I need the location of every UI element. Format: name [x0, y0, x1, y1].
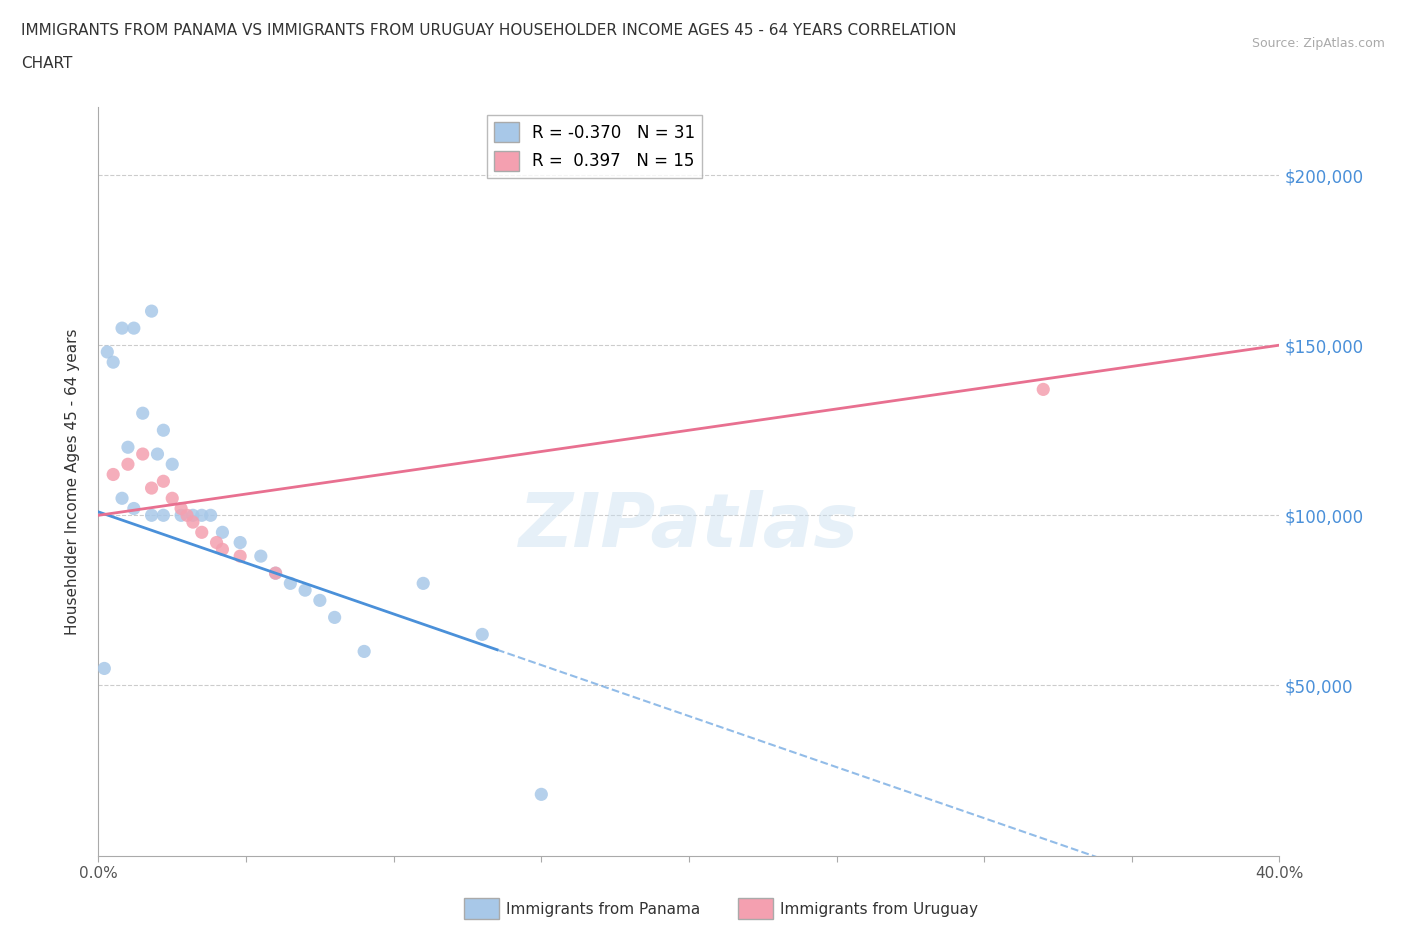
Point	[191, 508, 214, 523]
Point	[229, 549, 252, 564]
Point	[111, 321, 134, 336]
Point	[162, 491, 183, 506]
Point	[117, 457, 139, 472]
Point	[323, 610, 346, 625]
Point	[309, 593, 332, 608]
Point	[152, 474, 174, 489]
Point	[205, 535, 228, 550]
Text: IMMIGRANTS FROM PANAMA VS IMMIGRANTS FROM URUGUAY HOUSEHOLDER INCOME AGES 45 - 6: IMMIGRANTS FROM PANAMA VS IMMIGRANTS FRO…	[21, 23, 956, 38]
Point	[353, 644, 375, 658]
Point	[141, 304, 163, 319]
Point	[412, 576, 434, 591]
Point	[264, 565, 287, 580]
Point	[152, 423, 174, 438]
Text: Immigrants from Panama: Immigrants from Panama	[506, 902, 700, 917]
Point	[103, 354, 125, 369]
Point	[103, 467, 125, 482]
Point	[530, 787, 553, 802]
Point	[146, 446, 169, 461]
Point	[122, 501, 145, 516]
Point	[93, 661, 115, 676]
Point	[181, 514, 204, 529]
Point	[200, 508, 222, 523]
Point	[132, 446, 155, 461]
Y-axis label: Householder Income Ages 45 - 64 years: Householder Income Ages 45 - 64 years	[65, 328, 80, 634]
Point	[170, 501, 193, 516]
Text: Source: ZipAtlas.com: Source: ZipAtlas.com	[1251, 37, 1385, 50]
Text: ZIPatlas: ZIPatlas	[519, 490, 859, 563]
Point	[211, 542, 233, 557]
Point	[264, 565, 287, 580]
Point	[181, 508, 204, 523]
Legend: R = -0.370   N = 31, R =  0.397   N = 15: R = -0.370 N = 31, R = 0.397 N = 15	[486, 115, 702, 178]
Point	[176, 508, 198, 523]
Point	[229, 535, 252, 550]
Point	[191, 525, 214, 539]
Point	[280, 576, 302, 591]
Point	[152, 508, 174, 523]
Point	[250, 549, 273, 564]
Point	[211, 525, 233, 539]
Point	[96, 344, 118, 359]
Point	[111, 491, 134, 506]
Point	[471, 627, 494, 642]
Text: Immigrants from Uruguay: Immigrants from Uruguay	[780, 902, 979, 917]
Point	[122, 321, 145, 336]
Point	[170, 508, 193, 523]
Point	[1032, 382, 1054, 397]
Point	[132, 405, 155, 420]
Point	[294, 583, 316, 598]
Point	[162, 457, 183, 472]
Point	[141, 481, 163, 496]
Point	[141, 508, 163, 523]
Text: CHART: CHART	[21, 56, 73, 71]
Point	[117, 440, 139, 455]
